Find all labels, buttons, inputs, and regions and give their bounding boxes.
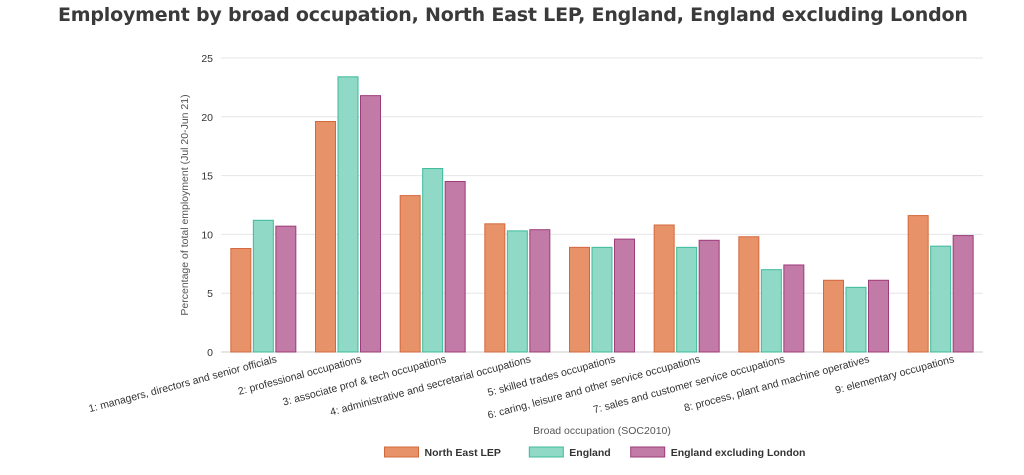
bar <box>760 269 782 353</box>
y-axis-title: Percentage of total employment (Jul 20-J… <box>179 94 191 315</box>
y-tick-label: 5 <box>207 288 213 300</box>
bar <box>506 230 528 353</box>
bar <box>653 224 675 353</box>
legend-label: England <box>569 447 610 459</box>
bar <box>360 95 381 353</box>
bar <box>569 246 590 353</box>
bar <box>315 121 336 353</box>
bar <box>422 168 444 353</box>
bar <box>868 279 889 353</box>
y-tick-label: 20 <box>201 112 213 124</box>
legend-swatch <box>384 446 419 458</box>
bar <box>591 246 613 353</box>
legend-label: England excluding London <box>671 447 806 459</box>
x-axis-title: Broad occupation (SOC2010) <box>533 425 671 437</box>
bars <box>230 76 974 353</box>
bar <box>399 195 421 353</box>
y-tick-label: 10 <box>201 229 213 241</box>
bar <box>614 238 635 353</box>
bar <box>484 223 506 353</box>
bar <box>698 239 720 353</box>
x-axis-category-labels: 1: managers, directors and senior offici… <box>87 353 955 421</box>
bar <box>952 235 974 353</box>
bar <box>845 286 867 353</box>
bar <box>930 245 952 353</box>
bar <box>444 180 466 353</box>
bar <box>275 225 297 353</box>
bar <box>252 219 274 353</box>
legend-label: North East LEP <box>425 447 501 459</box>
bar <box>907 215 929 353</box>
bar <box>783 264 805 353</box>
bar <box>823 279 844 353</box>
bar <box>738 236 760 353</box>
y-tick-label: 0 <box>207 347 213 359</box>
y-tick-label: 15 <box>201 171 213 183</box>
y-tick-label: 25 <box>201 53 213 65</box>
bar <box>676 246 698 353</box>
bar <box>529 229 551 353</box>
legend-swatch <box>528 446 564 458</box>
bar <box>337 76 359 353</box>
bar <box>230 248 252 353</box>
y-axis-ticks: 0 5 10 15 20 25 <box>201 53 213 359</box>
legend-swatch <box>630 446 666 458</box>
legend: North East LEP England England excluding L… <box>384 446 806 459</box>
chart-title: Employment by broad occupation, North Ea… <box>58 4 968 26</box>
